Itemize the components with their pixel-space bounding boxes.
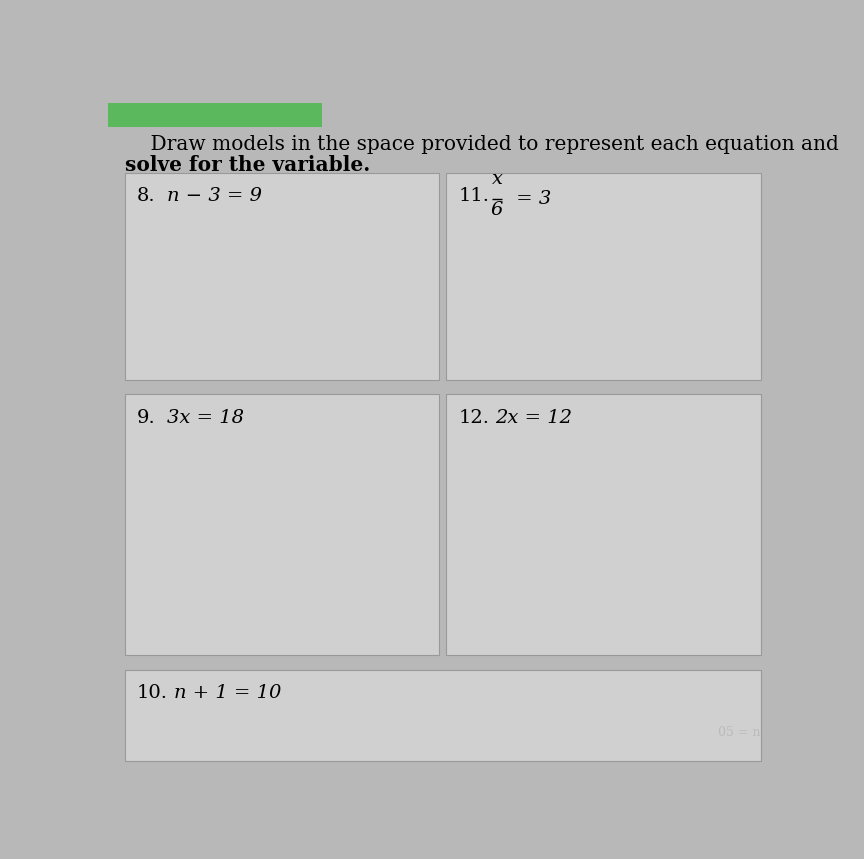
Text: 05 = n: 05 = n [718,727,761,740]
FancyBboxPatch shape [124,394,440,655]
Text: solve for the variable.: solve for the variable. [124,155,370,174]
Text: 9.: 9. [137,409,156,427]
Text: = 3: = 3 [510,190,551,208]
Text: 11.: 11. [458,187,489,205]
FancyBboxPatch shape [124,670,761,761]
FancyBboxPatch shape [446,173,761,380]
Text: Draw models in the space provided to represent each equation and: Draw models in the space provided to rep… [124,135,839,154]
Text: 2x = 12: 2x = 12 [495,409,572,427]
FancyBboxPatch shape [446,394,761,655]
Text: 3x = 18: 3x = 18 [167,409,244,427]
FancyBboxPatch shape [124,173,440,380]
Text: n − 3 = 9: n − 3 = 9 [167,187,262,205]
Text: 6: 6 [491,201,503,219]
Text: n + 1 = 10: n + 1 = 10 [174,685,281,703]
Text: 8.: 8. [137,187,156,205]
FancyBboxPatch shape [108,103,322,127]
Text: x: x [492,170,503,188]
Text: 10.: 10. [137,685,168,703]
Text: 12.: 12. [458,409,489,427]
